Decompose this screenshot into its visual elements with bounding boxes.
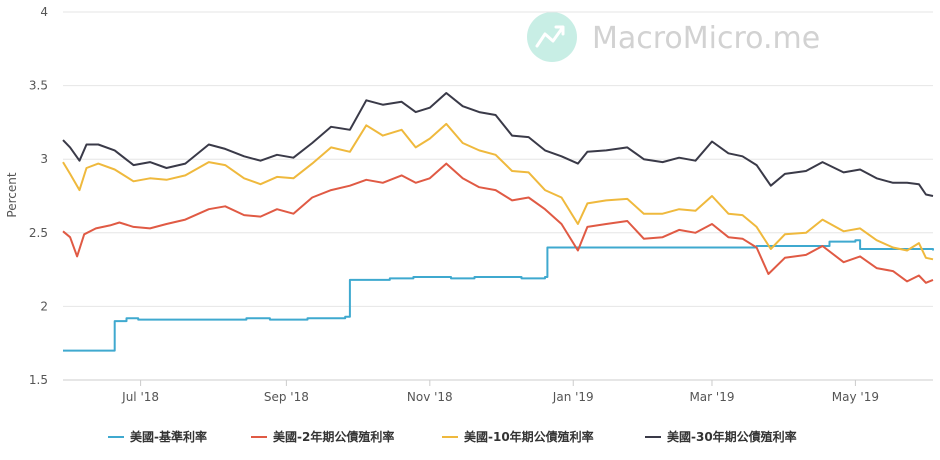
watermark: MacroMicro.me bbox=[527, 12, 820, 62]
x-tick-label: Jan '19 bbox=[552, 390, 594, 404]
legend-item-3[interactable]: 美國-30年期公債殖利率 bbox=[645, 429, 797, 444]
x-tick-label: May '19 bbox=[832, 390, 879, 404]
legend-label: 美國-基準利率 bbox=[130, 429, 207, 444]
watermark-logo-trend-icon bbox=[535, 25, 565, 48]
series-line-1 bbox=[62, 162, 934, 284]
y-tick-label: 1.5 bbox=[29, 373, 48, 387]
y-tick-label: 3.5 bbox=[29, 79, 48, 93]
legend-item-0[interactable]: 美國-基準利率 bbox=[108, 429, 207, 444]
legend-label: 美國-10年期公債殖利率 bbox=[464, 429, 594, 444]
legend[interactable]: 美國-基準利率 美國-2年期公債殖利率 美國-10年期公債殖利率 美國-30年期公債殖… bbox=[108, 429, 797, 444]
y-tick-label: 2 bbox=[40, 299, 48, 313]
y-tick-label: 2.5 bbox=[29, 226, 48, 240]
grid bbox=[63, 11, 933, 381]
series-line-0 bbox=[63, 239, 934, 352]
x-tick-label: Mar '19 bbox=[689, 390, 734, 404]
legend-label: 美國-2年期公債殖利率 bbox=[273, 429, 394, 444]
y-axis-title: Percent bbox=[5, 172, 19, 217]
watermark-logo-icon bbox=[527, 12, 577, 62]
x-tick-label: Jul '18 bbox=[121, 390, 159, 404]
legend-label: 美國-30年期公債殖利率 bbox=[667, 429, 797, 444]
y-tick-label: 3 bbox=[40, 152, 48, 166]
watermark-text: MacroMicro.me bbox=[592, 21, 820, 56]
series-lines bbox=[62, 92, 934, 352]
series-line-2 bbox=[62, 122, 934, 261]
y-tick-label: 4 bbox=[40, 5, 48, 19]
legend-item-1[interactable]: 美國-2年期公債殖利率 bbox=[251, 429, 394, 444]
x-tick-label: Sep '18 bbox=[264, 390, 309, 404]
axes: Percent 1.5 2 2.5 3 3.5 4 Jul '18 Sep '18 Nov '1… bbox=[5, 5, 933, 404]
series-line-3 bbox=[62, 92, 934, 197]
legend-item-2[interactable]: 美國-10年期公債殖利率 bbox=[442, 429, 594, 444]
x-tick-label: Nov '18 bbox=[407, 390, 453, 404]
